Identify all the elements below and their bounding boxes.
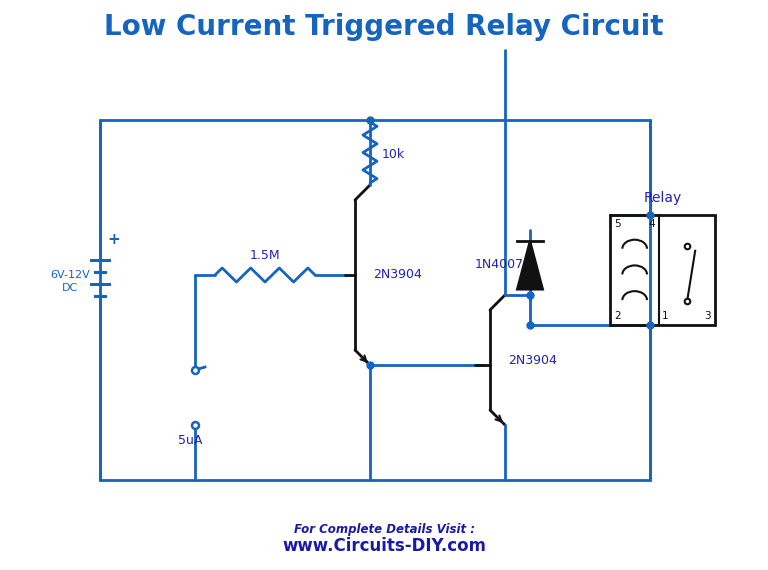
- Text: 2: 2: [614, 311, 621, 321]
- Text: 1: 1: [661, 311, 668, 321]
- Text: For Complete Details Visit :: For Complete Details Visit :: [293, 523, 475, 536]
- Text: 3: 3: [704, 311, 711, 321]
- Text: Low Current Triggered Relay Circuit: Low Current Triggered Relay Circuit: [104, 13, 664, 41]
- Text: 5uA: 5uA: [178, 434, 202, 447]
- Bar: [610, 215, 715, 325]
- Text: 1N4007: 1N4007: [475, 259, 524, 271]
- Text: 2N3904: 2N3904: [508, 353, 557, 367]
- Text: DC: DC: [62, 283, 78, 293]
- Text: 5: 5: [614, 219, 621, 229]
- Polygon shape: [517, 241, 543, 290]
- Text: 6V-12V: 6V-12V: [50, 270, 90, 280]
- Text: 2N3904: 2N3904: [373, 268, 422, 282]
- Text: 1.5M: 1.5M: [250, 249, 280, 262]
- Text: Relay: Relay: [644, 191, 682, 205]
- Text: 4: 4: [649, 219, 655, 229]
- Text: www.Circuits-DIY.com: www.Circuits-DIY.com: [282, 537, 486, 555]
- Text: 10k: 10k: [382, 149, 406, 161]
- Text: +: +: [108, 233, 121, 247]
